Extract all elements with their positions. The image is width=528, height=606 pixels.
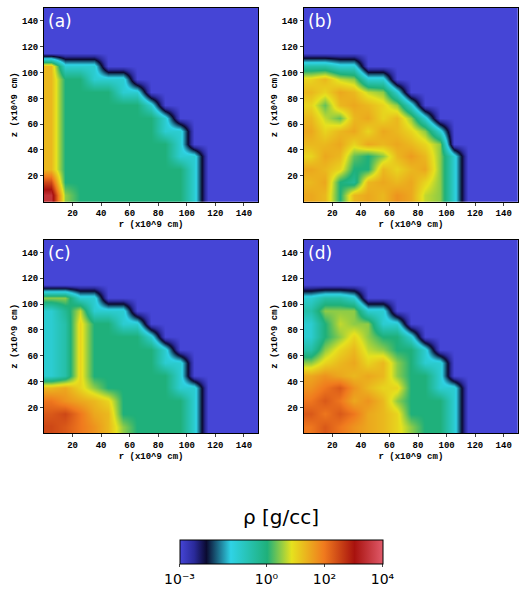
svg-text:40: 40 [287,378,298,388]
svg-text:20: 20 [287,404,298,414]
svg-text:80: 80 [27,95,38,105]
svg-text:20: 20 [287,172,298,182]
svg-text:100: 100 [282,69,298,79]
svg-text:120: 120 [22,43,38,53]
svg-text:100: 100 [438,209,454,219]
svg-text:r (x10^9 cm): r (x10^9 cm) [378,452,443,462]
svg-text:20: 20 [27,172,38,182]
svg-text:10⁻³: 10⁻³ [164,571,195,587]
svg-text:40: 40 [27,146,38,156]
svg-text:z (x10^9 cm): z (x10^9 cm) [10,72,20,137]
svg-text:10²: 10² [313,571,336,587]
svg-text:40: 40 [287,146,298,156]
svg-text:120: 120 [207,209,223,219]
svg-text:60: 60 [124,209,135,219]
svg-text:120: 120 [467,441,483,451]
svg-text:20: 20 [67,209,78,219]
svg-text:140: 140 [282,249,298,259]
svg-text:80: 80 [413,209,424,219]
svg-text:120: 120 [282,43,298,53]
svg-text:120: 120 [282,274,298,284]
svg-text:z (x10^9 cm): z (x10^9 cm) [270,72,280,137]
svg-text:40: 40 [355,209,366,219]
svg-text:100: 100 [22,300,38,310]
svg-text:40: 40 [96,209,107,219]
svg-text:140: 140 [236,441,252,451]
svg-text:60: 60 [124,441,135,451]
svg-text:100: 100 [22,69,38,79]
svg-text:80: 80 [287,95,298,105]
svg-text:(c): (c) [48,243,71,263]
svg-text:z (x10^9 cm): z (x10^9 cm) [10,304,20,369]
svg-text:60: 60 [287,120,298,130]
svg-text:60: 60 [287,352,298,362]
svg-text:10⁴: 10⁴ [371,571,395,587]
svg-text:(d): (d) [308,243,332,263]
svg-text:40: 40 [96,441,107,451]
svg-text:z (x10^9 cm): z (x10^9 cm) [270,304,280,369]
svg-text:120: 120 [207,441,223,451]
svg-text:140: 140 [496,209,512,219]
svg-text:80: 80 [413,441,424,451]
svg-text:20: 20 [327,209,338,219]
svg-text:60: 60 [27,120,38,130]
svg-text:20: 20 [67,441,78,451]
svg-text:r (x10^9 cm): r (x10^9 cm) [119,452,184,462]
svg-text:120: 120 [22,274,38,284]
svg-text:140: 140 [496,441,512,451]
svg-text:20: 20 [327,441,338,451]
svg-text:ρ [g/cc]: ρ [g/cc] [243,505,319,529]
svg-text:40: 40 [355,441,366,451]
svg-text:60: 60 [384,209,395,219]
svg-text:140: 140 [22,17,38,27]
svg-text:80: 80 [287,326,298,336]
svg-text:10⁰: 10⁰ [255,571,279,587]
svg-text:120: 120 [467,209,483,219]
svg-text:80: 80 [153,441,164,451]
svg-text:r (x10^9 cm): r (x10^9 cm) [378,220,443,230]
svg-text:(b): (b) [308,11,332,31]
svg-text:140: 140 [282,17,298,27]
svg-text:60: 60 [27,352,38,362]
svg-text:80: 80 [153,209,164,219]
svg-text:60: 60 [384,441,395,451]
svg-text:20: 20 [27,404,38,414]
svg-text:100: 100 [438,441,454,451]
svg-text:(a): (a) [48,11,72,31]
svg-text:r (x10^9 cm): r (x10^9 cm) [119,220,184,230]
svg-text:100: 100 [179,209,195,219]
svg-text:100: 100 [179,441,195,451]
svg-text:100: 100 [282,300,298,310]
svg-text:40: 40 [27,378,38,388]
svg-text:140: 140 [22,249,38,259]
svg-text:80: 80 [27,326,38,336]
svg-text:140: 140 [236,209,252,219]
